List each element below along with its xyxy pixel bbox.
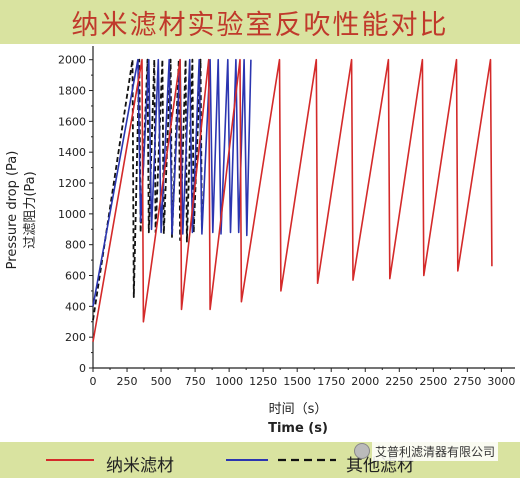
x-tick-label: 2750	[453, 375, 481, 388]
title-bar: 纳米滤材实验室反吹性能对比	[0, 0, 520, 44]
series-line-blue	[92, 58, 252, 307]
y-tick-label: 0	[79, 362, 86, 375]
legend-label-other: 其他滤材	[346, 456, 414, 476]
y-tick-label: 800	[65, 239, 86, 252]
y-tick-label: 600	[65, 270, 86, 283]
x-tick-label: 250	[117, 375, 138, 388]
x-tick-label: 2000	[351, 375, 379, 388]
x-tick-label: 2250	[385, 375, 413, 388]
x-tick-label: 750	[185, 375, 206, 388]
y-tick-label: 1000	[58, 208, 86, 221]
legend-label-nano: 纳米滤材	[106, 456, 174, 476]
x-tick-label: 1750	[317, 375, 345, 388]
x-tick-label: 1000	[215, 375, 243, 388]
watermark: 艾普利滤清器有限公司	[372, 442, 499, 461]
x-tick-label: 3000	[487, 375, 515, 388]
y-tick-label: 1200	[58, 177, 86, 190]
x-tick-label: 2500	[419, 375, 447, 388]
y-tick-label: 200	[65, 331, 86, 344]
x-axis-label-cn: 时间（s）	[269, 402, 328, 417]
x-tick-label: 1250	[249, 375, 277, 388]
chart-title: 纳米滤材实验室反吹性能对比	[71, 9, 449, 41]
x-tick-label: 500	[151, 375, 172, 388]
series-line-black	[92, 58, 203, 321]
y-tick-label: 1800	[58, 85, 86, 98]
y-tick-label: 400	[65, 300, 86, 313]
x-tick-label: 0	[90, 375, 97, 388]
series-line-red	[92, 58, 493, 342]
y-tick-label: 1400	[58, 146, 86, 159]
y-axis-label-cn: 过滤阻力(Pa)	[23, 171, 38, 248]
x-tick-label: 1500	[283, 375, 311, 388]
x-axis-label-en: Time (s)	[268, 421, 328, 436]
y-axis-label-en: Pressure drop (Pa)	[5, 151, 20, 270]
y-tick-label: 2000	[58, 54, 86, 67]
y-tick-label: 1600	[58, 115, 86, 128]
wechat-logo-icon	[354, 443, 370, 459]
